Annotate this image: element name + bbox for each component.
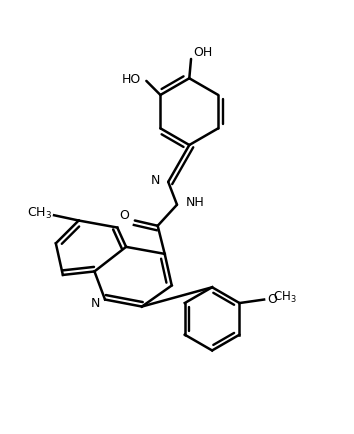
Text: N: N — [151, 174, 161, 187]
Text: OH: OH — [193, 46, 212, 59]
Text: HO: HO — [122, 72, 141, 85]
Text: CH$_3$: CH$_3$ — [27, 206, 52, 221]
Text: O: O — [267, 293, 277, 306]
Text: O: O — [120, 209, 130, 222]
Text: CH$_3$: CH$_3$ — [273, 290, 297, 306]
Text: NH: NH — [186, 197, 205, 210]
Text: N: N — [90, 296, 100, 309]
